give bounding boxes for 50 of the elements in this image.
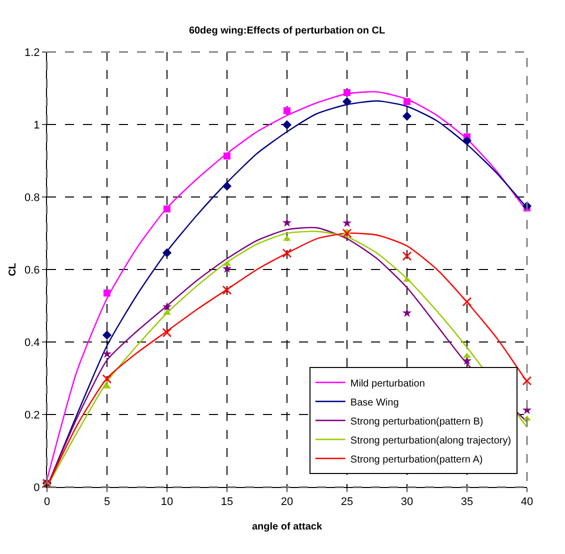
y-tick-label: 1.2 [24, 46, 40, 59]
point [404, 98, 410, 106]
point [162, 302, 172, 311]
point [342, 218, 352, 228]
point [102, 374, 112, 384]
x-tick-label: 25 [340, 496, 354, 508]
point [402, 112, 412, 121]
y-axis-title: CL [8, 262, 19, 276]
legend-label: Strong perturbation(pattern B) [350, 416, 484, 428]
legend-label: Strong perturbation(pattern A) [350, 454, 483, 466]
y-tick-label: 1 [34, 119, 40, 132]
point [282, 248, 292, 258]
point [222, 182, 232, 191]
point [162, 248, 172, 258]
point [164, 205, 170, 212]
point [282, 120, 292, 130]
x-tick-label: 40 [520, 496, 534, 508]
x-axis-title: angle of attack [252, 522, 322, 533]
x-tick-label: 20 [280, 496, 294, 508]
legend-label: Strong perturbation(along trajectory) [350, 435, 512, 446]
x-tick-label: 5 [104, 496, 110, 508]
point [104, 290, 110, 297]
legend-label: Base Wing [350, 397, 399, 408]
point [282, 218, 292, 227]
point [462, 136, 472, 146]
point [522, 376, 532, 386]
y-tick-label: 0.8 [24, 192, 40, 204]
point [402, 308, 412, 317]
x-tick-label: 15 [220, 496, 234, 508]
point [342, 97, 352, 106]
point [162, 328, 172, 338]
x-tick-label: 0 [44, 496, 50, 508]
y-tick-label: 0.6 [24, 264, 40, 276]
point [342, 228, 352, 238]
point [224, 152, 230, 160]
point [102, 330, 112, 340]
point [344, 89, 350, 96]
y-tick-label: 0.2 [24, 409, 40, 422]
legend-label: Mild perturbation [350, 378, 425, 390]
point [402, 251, 412, 261]
point [462, 297, 472, 306]
point [222, 285, 232, 295]
chart-title: 60deg wing:Effects of perturbation on CL [188, 26, 386, 36]
x-tick-label: 30 [400, 496, 414, 508]
y-tick-label: 0.4 [24, 336, 40, 349]
x-tick-label: 10 [160, 496, 174, 508]
x-tick-label: 35 [460, 496, 474, 508]
y-tick-label: 0 [34, 482, 40, 494]
point [284, 107, 290, 114]
point [102, 349, 112, 358]
